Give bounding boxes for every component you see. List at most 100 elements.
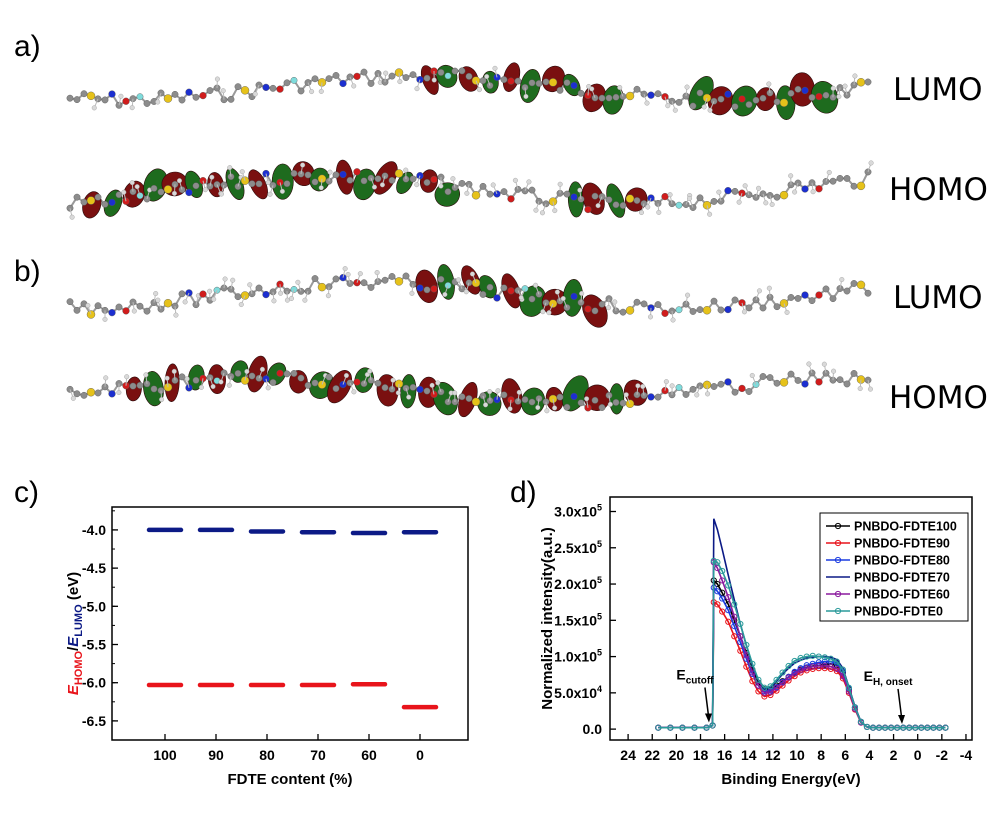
hydrogen-atom xyxy=(226,382,232,388)
atom xyxy=(717,380,725,388)
hydrogen-atom xyxy=(792,189,798,195)
y-tick-mantissa: 1.0x10 xyxy=(554,649,597,665)
series-point xyxy=(773,676,780,683)
atom xyxy=(283,79,291,87)
x-tick-label: 60 xyxy=(361,747,377,763)
hydrogen-atom xyxy=(685,292,691,298)
y-tick-mantissa: 5.0x10 xyxy=(554,685,597,701)
hydrogen-atom xyxy=(769,201,775,207)
x-tick-label: 6 xyxy=(841,747,849,763)
atom xyxy=(759,373,767,380)
series-point xyxy=(785,662,792,670)
series-point xyxy=(755,688,762,695)
atom xyxy=(388,176,396,184)
series-point xyxy=(797,667,804,674)
atom xyxy=(794,377,802,384)
atom xyxy=(108,90,116,98)
hydrogen-atom xyxy=(716,189,722,195)
hydrogen-atom xyxy=(414,86,420,92)
hydrogen-atom xyxy=(694,392,700,398)
atom xyxy=(745,101,753,108)
hydrogen-atom xyxy=(351,389,357,395)
legend-entry: PNBDO-FDTE100 xyxy=(854,520,957,534)
hydrogen-atom xyxy=(164,375,170,381)
hydrogen-atom xyxy=(533,207,539,213)
atom xyxy=(500,188,508,196)
atom xyxy=(745,304,753,312)
hydrogen-atom xyxy=(766,285,772,291)
atom xyxy=(548,78,558,87)
atom xyxy=(311,178,319,186)
atom xyxy=(416,284,424,292)
hydrogen-atom xyxy=(857,386,863,392)
atom xyxy=(317,282,327,292)
hydrogen-atom xyxy=(309,89,315,95)
atom xyxy=(528,79,536,87)
atom xyxy=(150,184,158,192)
hydrogen-atom xyxy=(325,293,331,299)
atom xyxy=(360,177,368,185)
x-tick-label: 14 xyxy=(741,747,757,763)
hydrogen-atom xyxy=(464,190,470,196)
atom xyxy=(94,302,102,310)
y-axis-label-part: LUMO xyxy=(73,604,85,637)
atom xyxy=(633,197,641,204)
x-tick-label: 2 xyxy=(890,747,898,763)
atom xyxy=(738,384,746,393)
series-point xyxy=(912,724,919,731)
atom xyxy=(605,196,613,204)
atom xyxy=(682,391,690,398)
atom xyxy=(94,193,102,201)
atom xyxy=(150,385,158,393)
atom xyxy=(108,309,116,317)
y-tick-exponent: 5 xyxy=(597,611,602,621)
atom xyxy=(136,93,144,101)
atom xyxy=(73,306,81,314)
hydrogen-atom xyxy=(85,302,91,308)
atom xyxy=(290,286,298,293)
series-point xyxy=(731,601,738,608)
hydrogen-atom xyxy=(495,388,501,394)
atom xyxy=(654,393,662,401)
hydrogen-atom xyxy=(742,183,748,189)
series-point xyxy=(755,676,762,683)
atom xyxy=(731,103,739,111)
hydrogen-atom xyxy=(784,309,790,315)
atom xyxy=(591,94,599,102)
atom xyxy=(787,294,795,301)
hydrogen-atom xyxy=(357,271,363,277)
atom xyxy=(563,79,571,87)
atom xyxy=(801,380,809,388)
hydrogen-atom xyxy=(766,81,772,87)
atom xyxy=(625,306,635,315)
atom xyxy=(339,170,347,179)
atom xyxy=(122,307,130,315)
atom xyxy=(388,273,396,280)
hydrogen-atom xyxy=(831,368,837,374)
atom xyxy=(185,88,193,96)
panel-label-b: b) xyxy=(14,255,41,288)
series-point xyxy=(857,718,865,725)
hydrogen-atom xyxy=(707,211,713,217)
hydrogen-atom xyxy=(595,203,601,209)
hydrogen-atom xyxy=(431,77,437,83)
atom xyxy=(710,198,718,205)
atom xyxy=(654,90,662,98)
hydrogen-atom xyxy=(102,316,108,322)
hydrogen-atom xyxy=(210,384,216,390)
atom xyxy=(808,94,816,101)
atom xyxy=(163,94,173,103)
atom xyxy=(73,193,81,201)
atom xyxy=(836,174,844,182)
series-point xyxy=(719,567,726,575)
hydrogen-atom xyxy=(684,84,690,90)
hydrogen-atom xyxy=(238,302,244,308)
hydrogen-atom xyxy=(523,93,529,99)
series-point xyxy=(869,724,877,731)
orbital-lobe xyxy=(400,374,417,409)
plot-frame xyxy=(111,506,469,741)
atom xyxy=(471,191,481,200)
atom xyxy=(794,85,802,93)
atom xyxy=(192,182,200,190)
y-tick-exponent: 5 xyxy=(597,539,602,549)
